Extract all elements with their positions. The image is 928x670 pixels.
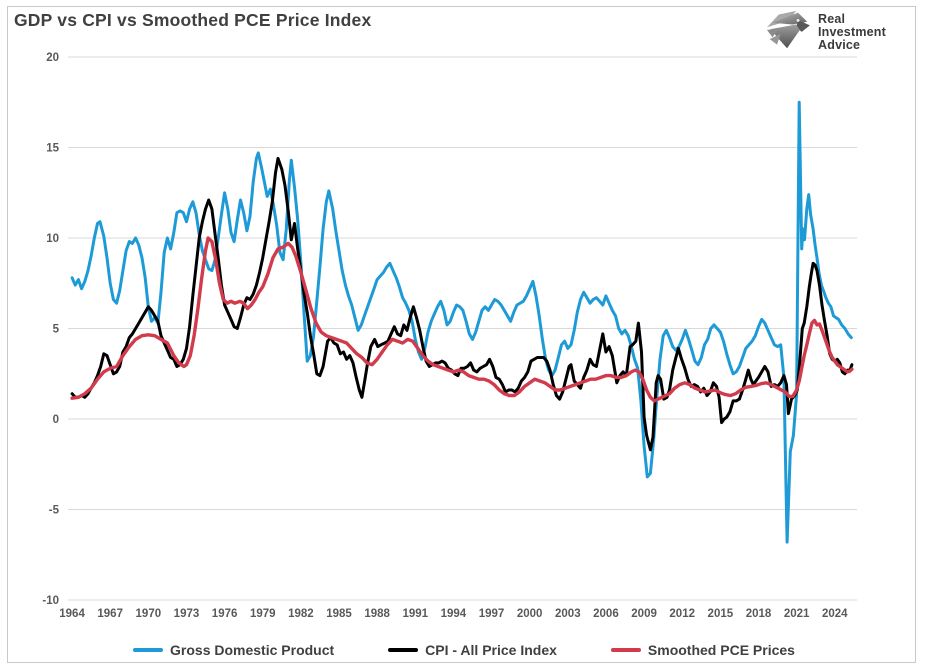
x-tick-label: 2009 <box>631 608 657 620</box>
y-tick-label: 5 <box>53 324 60 336</box>
y-tick-label: 10 <box>46 233 59 245</box>
pce-line <box>70 236 854 403</box>
chart-legend: Gross Domestic Product CPI - All Price I… <box>0 642 928 658</box>
cpi-legend-label: CPI - All Price Index <box>425 642 557 658</box>
cpi-line <box>70 156 854 452</box>
x-tick-label: 1997 <box>479 608 505 620</box>
brand-line-2: Investment <box>818 25 886 39</box>
x-tick-label: 1967 <box>97 608 123 620</box>
x-tick-label: 2024 <box>822 608 848 620</box>
y-tick-label: 0 <box>53 414 59 426</box>
x-tick-label: 1976 <box>212 608 238 620</box>
cpi-line-swatch <box>388 648 419 652</box>
brand-logo: Real Investment Advice <box>765 9 886 56</box>
eagle-icon <box>765 9 811 56</box>
x-tick-label: 2015 <box>708 608 734 620</box>
x-tick-label: 2003 <box>555 608 581 620</box>
brand-name: Real Investment Advice <box>818 13 886 52</box>
x-tick-label: 1982 <box>288 608 314 620</box>
gdp-line-swatch <box>133 648 164 652</box>
brand-line-1: Real <box>818 12 846 26</box>
x-tick-label: 1973 <box>174 608 200 620</box>
x-tick-label: 1988 <box>364 608 390 620</box>
x-tick-label: 2000 <box>517 608 543 620</box>
pce-line-swatch <box>610 648 641 652</box>
x-tick-label: 2018 <box>746 608 772 620</box>
gridlines <box>68 56 857 601</box>
x-tick-label: 1985 <box>326 608 352 620</box>
gdp-legend-label: Gross Domestic Product <box>170 642 335 658</box>
legend-item-pce: Smoothed PCE Prices <box>610 642 795 658</box>
y-tick-label: -10 <box>42 595 59 607</box>
chart-title: GDP vs CPI vs Smoothed PCE Price Index <box>14 10 372 30</box>
x-tick-label: 1991 <box>402 608 428 620</box>
x-tick-label: 1970 <box>136 608 162 620</box>
x-tick-label: 1979 <box>250 608 276 620</box>
x-axis-labels: 1964 1967 1970 1973 1976 1979 1982 1985 1988 1991… <box>59 608 848 620</box>
x-tick-label: 2006 <box>593 608 619 620</box>
y-tick-label: 15 <box>46 143 59 155</box>
legend-item-cpi: CPI - All Price Index <box>388 642 557 658</box>
legend-item-gdp: Gross Domestic Product <box>133 642 334 658</box>
x-tick-label: 2012 <box>669 608 695 620</box>
x-tick-label: 1994 <box>441 608 467 620</box>
brand-line-3: Advice <box>818 38 861 52</box>
y-tick-label: -5 <box>49 505 60 517</box>
x-tick-label: 2021 <box>784 608 810 620</box>
pce-legend-label: Smoothed PCE Prices <box>647 642 795 658</box>
x-tick-label: 1964 <box>59 608 85 620</box>
y-tick-label: 20 <box>46 52 59 64</box>
y-axis-labels: 20 15 10 5 0 -5 -10 <box>42 52 59 607</box>
